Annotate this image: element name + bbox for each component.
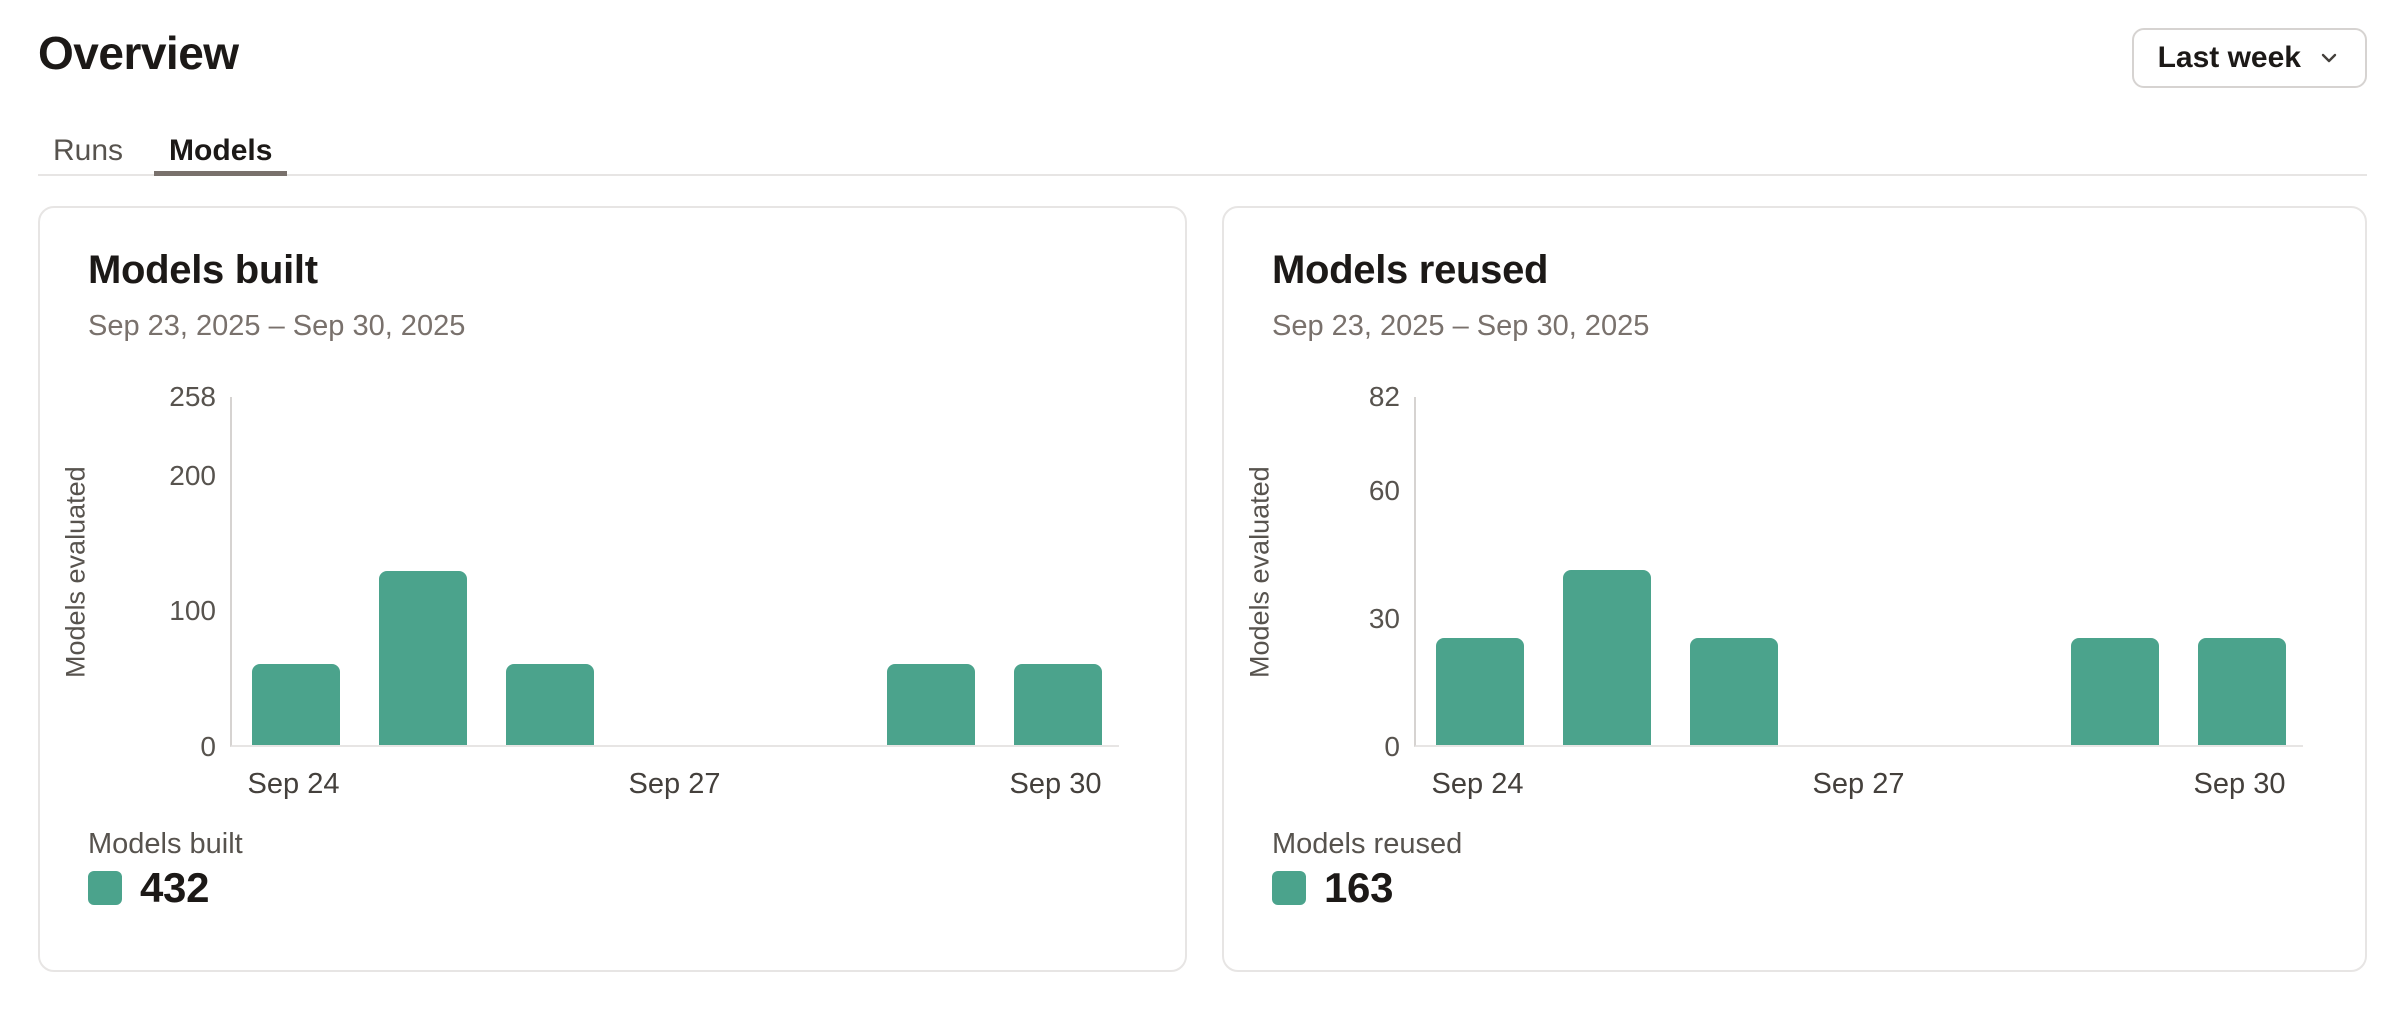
- y-axis-tick-label: 200: [169, 459, 216, 491]
- y-axis-tick-label: 0: [1384, 731, 1400, 762]
- card-title: Models built: [88, 248, 318, 292]
- x-axis-tick-label: Sep 30: [1009, 768, 1102, 800]
- date-range: Sep 23, 2025 – Sep 30, 2025: [1272, 310, 1650, 342]
- models-reused-chart: Models evaluated 0 30 60 82 Sep 24 Sep 27 Sep…: [1224, 208, 2365, 970]
- y-axis-tick-label: 30: [1368, 602, 1400, 634]
- x-axis: Sep 24 Sep 27 Sep 30: [1414, 768, 2303, 804]
- legend-value: 432: [140, 864, 210, 911]
- bar-sep-30[interactable]: [1013, 663, 1102, 745]
- x-axis-tick-label: Sep 24: [1431, 768, 1524, 800]
- y-axis-tick-label: 100: [169, 595, 216, 627]
- tab-bar: Runs Models: [38, 112, 2367, 176]
- page-title: Overview: [38, 27, 239, 79]
- x-axis: Sep 24 Sep 27 Sep 30: [230, 768, 1119, 804]
- plot-area: [1414, 397, 2303, 747]
- bar-sep-25[interactable]: [1562, 570, 1651, 745]
- time-range-dropdown[interactable]: Last week: [2131, 28, 2367, 88]
- bar-sep-26[interactable]: [505, 663, 594, 745]
- y-axis-tick-label: 82: [1368, 381, 1400, 412]
- y-axis-tick-label: 60: [1368, 474, 1400, 506]
- legend-label: Models reused: [1272, 828, 1463, 860]
- legend-swatch: [1272, 871, 1306, 905]
- tab-runs[interactable]: Runs: [38, 128, 138, 174]
- date-range: Sep 23, 2025 – Sep 30, 2025: [88, 310, 466, 342]
- y-axis: 0 100 200 258: [40, 383, 216, 761]
- models-built-chart: Models evaluated 0 100 200 258 Sep 24 Sep 27…: [40, 208, 1185, 970]
- chevron-down-icon: [2317, 46, 2341, 70]
- y-axis: 0 30 60 82: [1224, 383, 1400, 761]
- card-title: Models reused: [1272, 248, 1549, 292]
- y-axis-tick-label: 0: [200, 731, 216, 762]
- tab-models[interactable]: Models: [154, 128, 288, 176]
- bar-sep-26[interactable]: [1689, 638, 1778, 745]
- x-axis-tick-label: Sep 30: [2193, 768, 2286, 800]
- time-range-label: Last week: [2157, 41, 2301, 74]
- x-axis-tick-label: Sep 27: [1812, 768, 1905, 800]
- legend-value: 163: [1324, 864, 1394, 911]
- legend-row: 432: [88, 864, 210, 911]
- bar-sep-30[interactable]: [2197, 638, 2286, 745]
- models-reused-card: Models reused Sep 23, 2025 – Sep 30, 202…: [1222, 206, 2367, 972]
- models-built-card: Models built Sep 23, 2025 – Sep 30, 2025…: [38, 206, 1187, 972]
- x-axis-tick-label: Sep 24: [247, 768, 340, 800]
- bar-sep-24[interactable]: [1435, 638, 1524, 745]
- plot-area: [230, 397, 1119, 747]
- legend-label: Models built: [88, 828, 243, 860]
- bar-sep-24[interactable]: [251, 663, 340, 745]
- bar-sep-25[interactable]: [378, 571, 467, 745]
- legend-swatch: [88, 871, 122, 905]
- bar-sep-29[interactable]: [2070, 638, 2159, 745]
- legend-row: 163: [1272, 864, 1394, 911]
- x-axis-tick-label: Sep 27: [628, 768, 721, 800]
- bar-sep-29[interactable]: [886, 663, 975, 745]
- y-axis-tick-label: 258: [169, 381, 216, 412]
